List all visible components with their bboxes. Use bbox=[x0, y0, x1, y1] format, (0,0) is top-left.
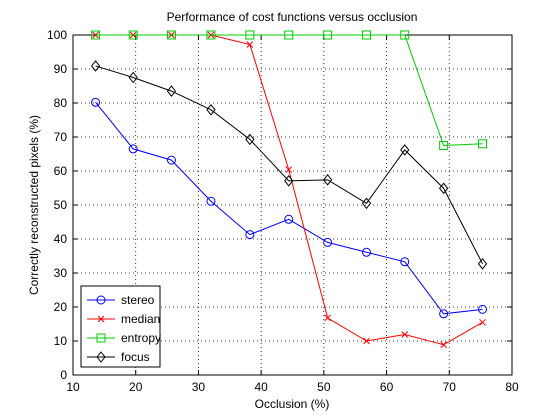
legend-label-focus: focus bbox=[121, 350, 150, 364]
series-stereo bbox=[91, 97, 488, 319]
entropy-line bbox=[95, 34, 483, 147]
y-tick-label: 40 bbox=[54, 232, 68, 246]
median-point bbox=[285, 166, 293, 173]
series-focus bbox=[90, 60, 488, 270]
entropy-point bbox=[323, 30, 333, 40]
stereo-point bbox=[439, 309, 449, 319]
focus-point bbox=[128, 71, 138, 84]
y-tick-label: 90 bbox=[54, 62, 68, 76]
legend-marker-median bbox=[97, 315, 105, 323]
series-layer bbox=[90, 30, 488, 349]
focus-point bbox=[284, 175, 294, 187]
legend-entry-median: median bbox=[87, 312, 160, 326]
focus-point bbox=[439, 182, 449, 195]
legend-marker-focus bbox=[96, 351, 106, 363]
stereo-point bbox=[245, 230, 255, 240]
y-tick-label: 80 bbox=[54, 96, 68, 110]
stereo-line bbox=[95, 102, 483, 315]
y-tick-label: 60 bbox=[54, 164, 68, 178]
stereo-point bbox=[323, 237, 333, 247]
entropy-point bbox=[439, 141, 449, 150]
x-tick-label: 80 bbox=[505, 380, 519, 394]
legend-entry-focus: focus bbox=[87, 350, 150, 364]
legend: stereo median entropy focus bbox=[80, 285, 161, 368]
chart-title: Performance of cost functions versus occ… bbox=[167, 10, 418, 24]
legend-label-median: median bbox=[121, 312, 160, 326]
x-tick-label: 30 bbox=[192, 380, 206, 394]
entropy-point bbox=[245, 30, 255, 40]
y-tick-label: 100 bbox=[47, 28, 67, 42]
entropy-point bbox=[362, 30, 372, 40]
y-axis-label: Correctly reconstructed pixels (%) bbox=[27, 115, 41, 295]
legend-entry-entropy: entropy bbox=[87, 331, 161, 345]
entropy-point bbox=[478, 139, 488, 149]
median-point bbox=[363, 337, 370, 345]
stereo-point bbox=[362, 247, 372, 257]
legend-entry-stereo: stereo bbox=[87, 293, 155, 307]
legend-marker-stereo bbox=[96, 295, 106, 305]
entropy-point bbox=[91, 30, 101, 40]
legend-label-entropy: entropy bbox=[121, 331, 161, 345]
stereo-point bbox=[166, 155, 176, 165]
x-tick-label: 20 bbox=[129, 380, 143, 394]
x-tick-label: 10 bbox=[66, 380, 80, 394]
entropy-point bbox=[400, 30, 410, 40]
stereo-point bbox=[478, 304, 488, 314]
focus-point bbox=[245, 133, 255, 146]
entropy-point bbox=[166, 30, 176, 40]
x-axis-label: Occlusion (%) bbox=[255, 397, 330, 411]
grid-layer bbox=[73, 35, 512, 375]
x-tick-label: 60 bbox=[380, 380, 394, 394]
y-tick-label: 10 bbox=[54, 334, 68, 348]
y-tick-label: 70 bbox=[54, 130, 68, 144]
x-tick-label: 50 bbox=[317, 380, 331, 394]
y-tick-label: 20 bbox=[54, 300, 68, 314]
x-tick-label: 70 bbox=[443, 380, 457, 394]
legend-box bbox=[80, 285, 161, 368]
focus-point bbox=[322, 174, 333, 186]
focus-point bbox=[361, 197, 372, 210]
entropy-point bbox=[128, 30, 138, 40]
median-point bbox=[401, 331, 409, 338]
x-tick-label: 40 bbox=[254, 380, 268, 394]
focus-point bbox=[206, 103, 216, 116]
median-point bbox=[246, 41, 254, 48]
focus-point bbox=[90, 60, 101, 72]
y-tick-label: 30 bbox=[54, 266, 68, 280]
focus-point bbox=[477, 258, 488, 270]
legend-marker-entropy bbox=[96, 333, 106, 343]
stereo-point bbox=[206, 196, 216, 206]
entropy-point bbox=[206, 30, 216, 40]
median-point bbox=[324, 314, 331, 322]
legend-label-stereo: stereo bbox=[121, 293, 155, 307]
stereo-point bbox=[284, 214, 294, 224]
median-point bbox=[440, 341, 447, 349]
entropy-point bbox=[284, 30, 294, 40]
focus-point bbox=[400, 144, 410, 156]
focus-point bbox=[166, 85, 177, 97]
focus-line bbox=[95, 65, 483, 265]
stereo-point bbox=[128, 144, 138, 154]
stereo-point bbox=[400, 257, 410, 267]
median-point bbox=[92, 31, 99, 39]
y-tick-label: 0 bbox=[60, 368, 67, 382]
median-point bbox=[479, 318, 486, 326]
y-tick-label: 50 bbox=[54, 198, 68, 212]
stereo-point bbox=[91, 97, 101, 107]
series-entropy bbox=[91, 30, 488, 150]
